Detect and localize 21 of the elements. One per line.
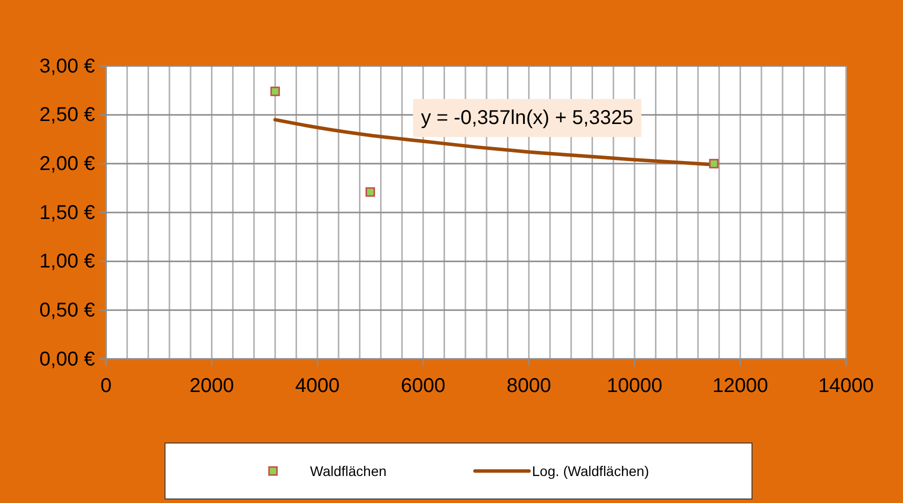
x-tick-label: 12000 <box>712 375 768 398</box>
y-tick-label: 0,00 € <box>39 348 95 370</box>
point <box>366 187 376 197</box>
legend-label: Waldflächen <box>310 463 387 479</box>
x-tick-label: 4000 <box>295 375 340 398</box>
x-tick-label: 14000 <box>818 375 874 398</box>
x-tick-label: 2000 <box>189 375 234 398</box>
y-tick-label: 1,00 € <box>39 250 95 273</box>
y-tick-label: 2,00 € <box>39 153 95 176</box>
point <box>270 86 280 96</box>
x-tick-label: 10000 <box>606 375 662 398</box>
y-tick-label: 2,50 € <box>39 104 95 126</box>
y-tick-label: 3,00 € <box>39 55 95 78</box>
annotation: y = -0,357ln(x) + 5,3325 <box>421 107 634 129</box>
point <box>709 158 719 168</box>
x-tick-label: 8000 <box>506 375 552 398</box>
y-tick-label: 0,50 € <box>39 300 95 322</box>
x-tick-label: 0 <box>100 375 112 398</box>
x-tick-label: 6000 <box>400 375 446 398</box>
legend-label: Log. (Waldflächen) <box>532 463 649 479</box>
y-tick-label: 1,50 € <box>39 202 95 224</box>
